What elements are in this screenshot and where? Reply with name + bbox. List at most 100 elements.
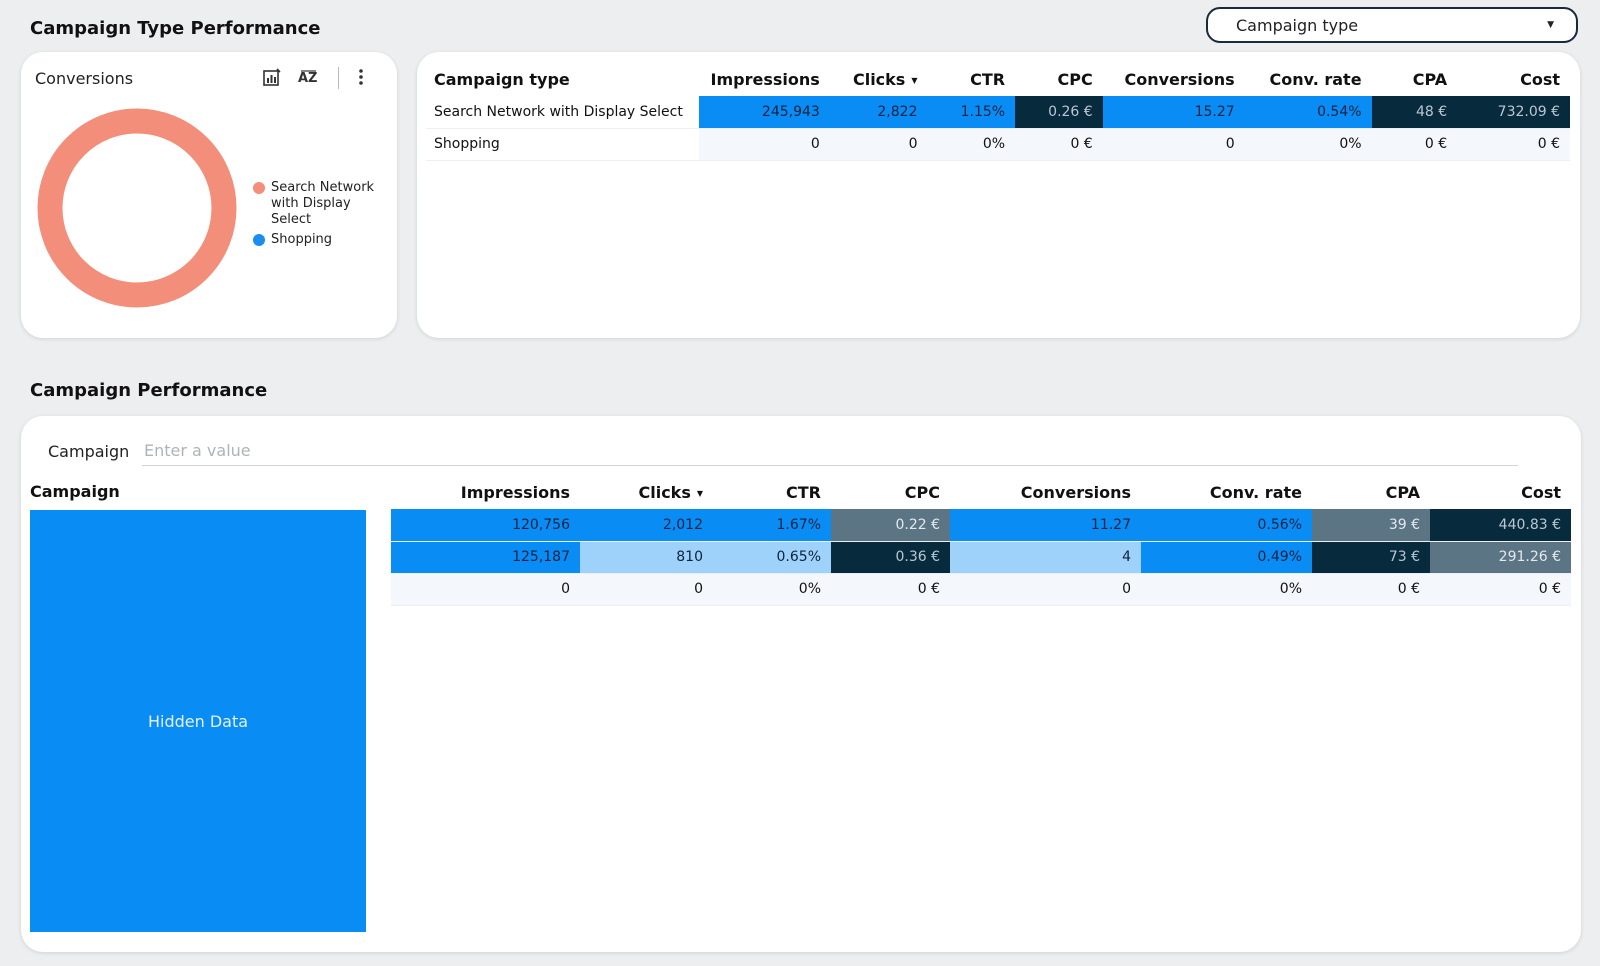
column-header[interactable]: CPA [1412, 69, 1448, 89]
svg-text:AZ: AZ [298, 71, 318, 86]
conversions-chart-card: Conversions AZ Search Network with Displ… [21, 52, 397, 338]
table-cell: 0 € [1015, 128, 1103, 161]
table-header-row: Campaign type Impressions Clicks ▼ CTR CP… [426, 62, 1570, 96]
column-header[interactable]: CTR [970, 69, 1006, 89]
table-cell: 0% [1244, 128, 1372, 161]
table-cell: 39 € [1312, 509, 1430, 542]
legend-label: Search Network with Display Select [271, 180, 375, 227]
table-cell: 120,756 [391, 509, 580, 542]
table-cell: 1.67% [713, 509, 831, 542]
table-cell: 732.09 € [1457, 96, 1570, 129]
chart-legend: Search Network with Display Select Shopp… [253, 180, 383, 252]
toolbar-divider [338, 67, 339, 89]
donut-chart [37, 108, 237, 308]
legend-dot [253, 234, 265, 246]
table-row[interactable]: 120,756 2,012 1.67% 0.22 € 11.27 0.56% 3… [391, 509, 1571, 542]
campaign-type-dropdown[interactable]: Campaign type ▼ [1206, 7, 1578, 43]
table-cell: 4 [950, 541, 1141, 574]
column-header[interactable]: Conversions [1020, 482, 1131, 502]
table-cell: 125,187 [391, 541, 580, 574]
column-header[interactable]: Cost [1521, 482, 1561, 502]
table-cell: 0.56% [1141, 509, 1312, 542]
table-cell: 0.54% [1244, 96, 1372, 129]
table-cell: 0 [698, 128, 830, 161]
chevron-down-icon: ▼ [1547, 20, 1554, 30]
table-header-row: Impressions Clicks ▼ CTR CPC Conversions … [391, 475, 1571, 509]
table-cell: 0 [1102, 128, 1245, 161]
table-cell: 15.27 [1102, 96, 1245, 129]
column-header[interactable]: Conv. rate [1269, 69, 1362, 89]
campaign-table: Impressions Clicks ▼ CTR CPC Conversions … [391, 475, 1571, 606]
section-title-campaign: Campaign Performance [30, 380, 268, 401]
chart-title: Conversions [35, 69, 134, 88]
dropdown-label: Campaign type [1236, 15, 1359, 35]
campaign-type-table: Campaign type Impressions Clicks ▼ CTR CP… [426, 62, 1570, 161]
campaign-table-card: Campaign Campaign Hidden Data Impression… [21, 416, 1581, 952]
section-title-campaign-type: Campaign Type Performance [30, 18, 321, 39]
campaign-type-table-card: Campaign type Impressions Clicks ▼ CTR CP… [417, 52, 1580, 338]
column-header[interactable]: CPA [1385, 482, 1420, 502]
campaign-filter-label: Campaign [48, 442, 130, 461]
table-cell: 2,012 [580, 509, 713, 542]
table-cell: 0 € [1430, 573, 1571, 606]
column-header[interactable]: Conv. rate [1209, 482, 1302, 502]
column-header-sorted[interactable]: Clicks ▼ [830, 62, 928, 96]
column-header[interactable]: Cost [1520, 69, 1560, 89]
column-header[interactable]: Conversions [1124, 69, 1235, 89]
table-cell: 0 € [1312, 573, 1430, 606]
table-cell: 0% [713, 573, 831, 606]
table-cell: 0 € [1371, 128, 1458, 161]
hidden-data-block: Hidden Data [30, 510, 366, 932]
donut-slice-0[interactable] [37, 108, 237, 308]
table-cell: Search Network with Display Select [426, 96, 699, 129]
table-row[interactable]: 0 0 0% 0 € 0 0% 0 € 0 € [391, 573, 1571, 606]
table-cell: 0.36 € [831, 541, 950, 574]
column-header-label: Clicks [638, 482, 691, 502]
table-cell: 245,943 [698, 96, 830, 129]
table-row[interactable]: 125,187 810 0.65% 0.36 € 4 0.49% 73 € 29… [391, 541, 1571, 574]
table-cell: 0 [950, 573, 1141, 606]
column-header[interactable]: CPC [904, 482, 940, 502]
table-cell: Shopping [426, 128, 699, 161]
column-header[interactable]: Campaign type [434, 69, 570, 89]
table-cell: 0 € [1457, 128, 1570, 161]
campaign-filter-input[interactable] [142, 436, 1518, 466]
legend-item-shopping[interactable]: Shopping [253, 232, 383, 248]
table-cell: 0.26 € [1015, 96, 1103, 129]
table-cell: 291.26 € [1430, 541, 1571, 574]
table-cell: 440.83 € [1430, 509, 1571, 542]
table-cell: 0.22 € [831, 509, 950, 542]
table-cell: 0 [391, 573, 580, 606]
table-cell: 0 € [831, 573, 950, 606]
legend-dot [253, 182, 265, 194]
sort-az-icon[interactable]: AZ [297, 65, 321, 89]
table-cell: 2,822 [829, 96, 928, 129]
legend-label: Shopping [271, 232, 333, 247]
table-cell: 1.15% [927, 96, 1016, 129]
table-row[interactable]: Search Network with Display Select 245,9… [426, 96, 1570, 129]
table-cell: 73 € [1312, 541, 1430, 574]
table-row[interactable]: Shopping 0 0 0% 0 € 0 0% 0 € 0 € [426, 128, 1570, 161]
table-cell: 11.27 [950, 509, 1141, 542]
table-cell: 0.65% [713, 541, 831, 574]
table-cell: 0 [829, 128, 928, 161]
column-header-label: Clicks [852, 69, 906, 89]
legend-item-search[interactable]: Search Network with Display Select [253, 180, 383, 228]
column-header-campaign[interactable]: Campaign [30, 482, 120, 501]
table-cell: 0% [1141, 573, 1312, 606]
table-cell: 810 [580, 541, 713, 574]
table-cell: 0.49% [1141, 541, 1312, 574]
more-vert-icon[interactable] [349, 65, 373, 89]
hidden-data-label: Hidden Data [147, 711, 249, 731]
sort-desc-icon: ▼ [911, 75, 918, 85]
table-cell: 0% [927, 128, 1016, 161]
column-header-sorted[interactable]: Clicks ▼ [580, 475, 713, 509]
table-cell: 0 [580, 573, 713, 606]
column-header[interactable]: CPC [1057, 69, 1093, 89]
column-header[interactable]: Impressions [710, 69, 820, 89]
table-cell: 48 € [1371, 96, 1458, 129]
column-header[interactable]: Impressions [460, 482, 570, 502]
chart-edit-icon[interactable] [260, 65, 284, 89]
column-header[interactable]: CTR [786, 482, 821, 502]
sort-desc-icon: ▼ [696, 488, 703, 498]
